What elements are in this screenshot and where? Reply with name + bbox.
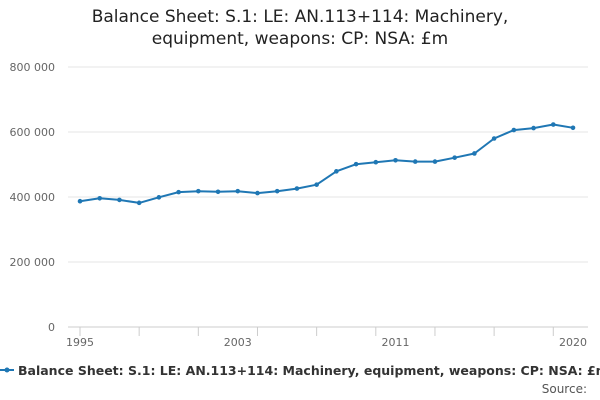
- data-point: [334, 169, 339, 174]
- data-point: [472, 151, 477, 156]
- chart-title-line-1: Balance Sheet: S.1: LE: AN.113+114: Mach…: [91, 7, 509, 27]
- x-tick-label: 2011: [382, 336, 410, 349]
- y-tick-label: 200 000: [10, 256, 56, 269]
- data-point: [570, 125, 576, 131]
- data-point: [77, 198, 83, 204]
- data-point: [511, 127, 517, 133]
- data-point: [491, 136, 497, 141]
- y-tick-label: 600 000: [10, 126, 56, 139]
- data-point: [156, 195, 162, 200]
- data-point: [235, 188, 241, 194]
- x-tick-label: 2003: [224, 336, 252, 349]
- legend[interactable]: Balance Sheet: S.1: LE: AN.113+114: Mach…: [0, 362, 600, 382]
- data-point: [353, 161, 359, 167]
- chart-title-line-2: equipment, weapons: CP: NSA: £m: [151, 29, 449, 49]
- source-label: Source:: [541, 382, 587, 396]
- x-tick-label: 2020: [559, 336, 587, 349]
- data-point: [274, 188, 280, 194]
- y-tick-label: 0: [48, 321, 55, 334]
- data-point: [314, 182, 319, 187]
- chart-title: Balance Sheet: S.1: LE: AN.113+114: Mach…: [0, 6, 600, 50]
- data-point: [215, 189, 221, 195]
- data-point: [550, 122, 556, 127]
- data-point: [432, 159, 438, 164]
- data-point: [97, 196, 103, 201]
- data-point: [117, 197, 122, 203]
- y-tick-label: 800 000: [10, 61, 56, 74]
- data-point: [393, 157, 398, 163]
- data-point: [294, 186, 300, 191]
- data-point: [452, 155, 457, 160]
- data-point: [196, 188, 201, 194]
- x-tick-label: 1995: [66, 336, 94, 349]
- data-point: [412, 159, 418, 164]
- data-point: [255, 190, 260, 196]
- data-point: [531, 125, 536, 131]
- data-point: [176, 189, 181, 195]
- data-point: [136, 200, 142, 206]
- series-line: [79, 123, 574, 204]
- y-tick-label: 400 000: [10, 191, 56, 204]
- data-point: [373, 159, 379, 165]
- legend-series-marker: [0, 367, 14, 373]
- legend-series-label: Balance Sheet: S.1: LE: AN.113+114: Mach…: [18, 363, 600, 378]
